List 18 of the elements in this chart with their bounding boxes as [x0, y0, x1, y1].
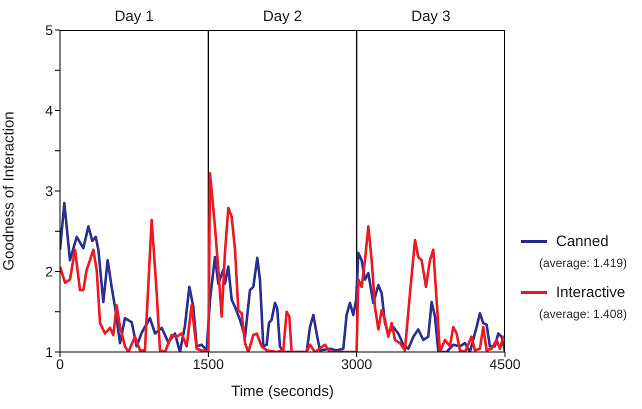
x-tick-label: 4500	[489, 356, 521, 372]
y-tick-label: 4	[45, 102, 54, 118]
x-axis-title: Time (seconds)	[231, 383, 334, 400]
text: Day 2	[262, 8, 304, 25]
x-tick-label: 3000	[341, 356, 372, 372]
x-tick-label: 1500	[192, 356, 224, 372]
y-axis-title: Goodness of Interaction	[0, 111, 18, 271]
y-tick-label: 5	[45, 22, 54, 38]
text: (average: 1.419)	[539, 256, 628, 270]
text: (average: 1.408)	[539, 307, 628, 321]
text: Day 3	[410, 8, 452, 25]
y-tick-label: 3	[45, 182, 54, 199]
y-tick-label: 1	[45, 344, 54, 360]
legend-label: Canned	[556, 233, 609, 250]
x-tick-label: 0	[56, 356, 64, 372]
y-tick-label: 2	[45, 263, 54, 280]
text: Day 1	[114, 8, 155, 25]
legend-label: Interactive	[556, 284, 626, 301]
